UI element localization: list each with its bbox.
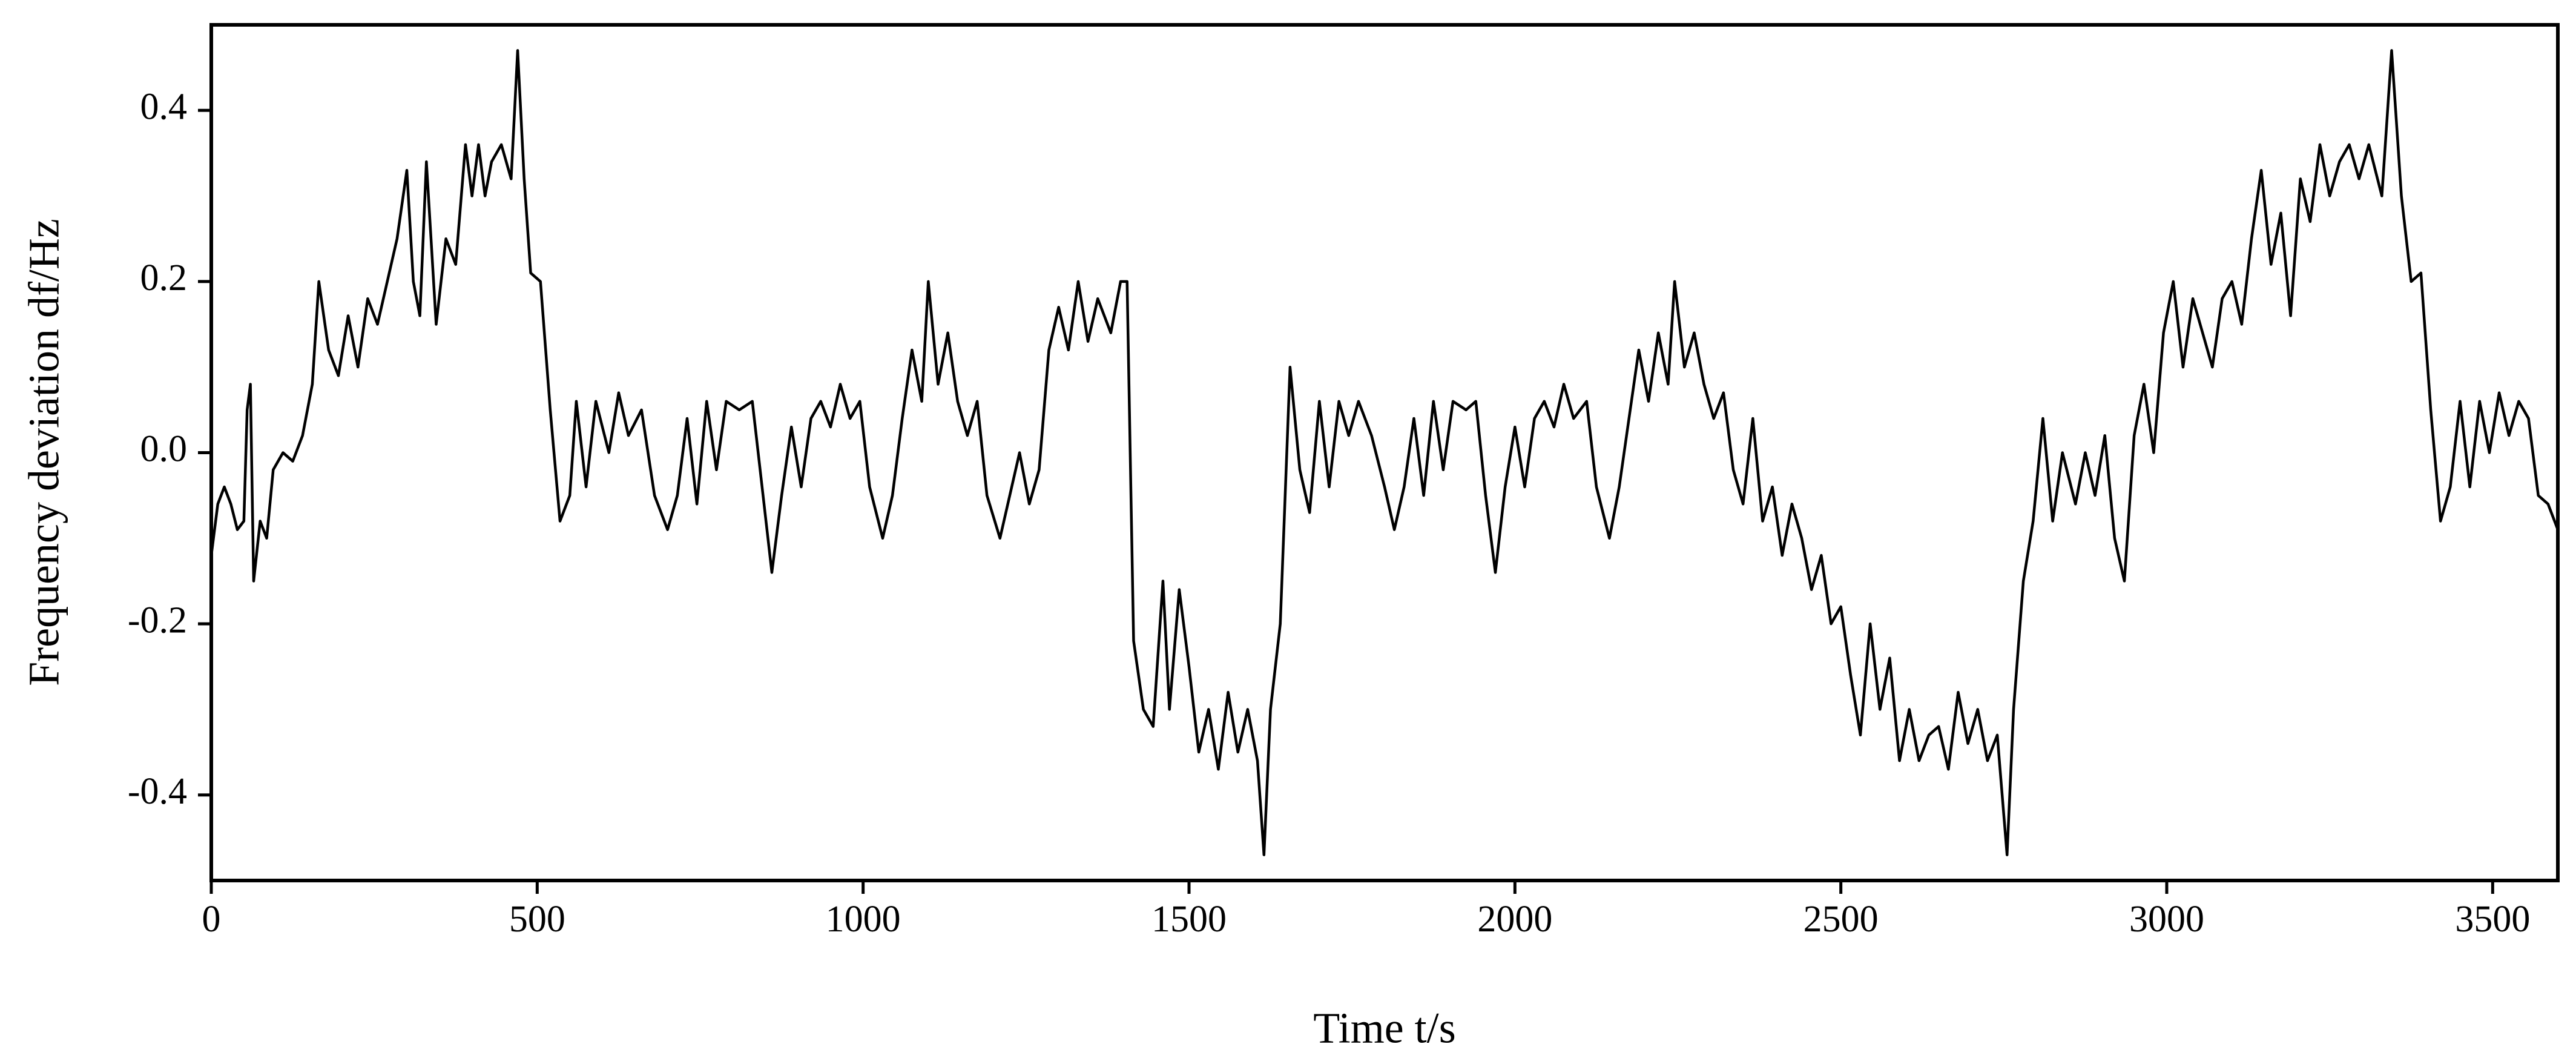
plot-frame bbox=[209, 23, 2560, 882]
x-tick-label: 1000 bbox=[826, 899, 901, 940]
x-tick-label: 500 bbox=[509, 899, 565, 940]
y-axis-title: Frequency deviation df/Hz bbox=[20, 219, 68, 686]
y-tick-label: 0.0 bbox=[140, 429, 188, 470]
x-axis-title: Time t/s bbox=[1313, 1004, 1455, 1052]
y-tick-label: -0.2 bbox=[128, 600, 187, 641]
y-tick-label: 0.4 bbox=[140, 87, 188, 128]
y-tick-label: 0.2 bbox=[140, 257, 188, 299]
data-line bbox=[209, 49, 2560, 856]
x-tick-label: 3000 bbox=[2129, 899, 2204, 940]
x-tick-label: 2000 bbox=[1477, 899, 1552, 940]
x-tick-label: 1500 bbox=[1151, 899, 1227, 940]
y-tick-label: -0.4 bbox=[128, 771, 187, 812]
x-tick-label: 3500 bbox=[2455, 899, 2530, 940]
x-tick-label: 2500 bbox=[1804, 899, 1879, 940]
x-tick-label: 0 bbox=[202, 899, 221, 940]
